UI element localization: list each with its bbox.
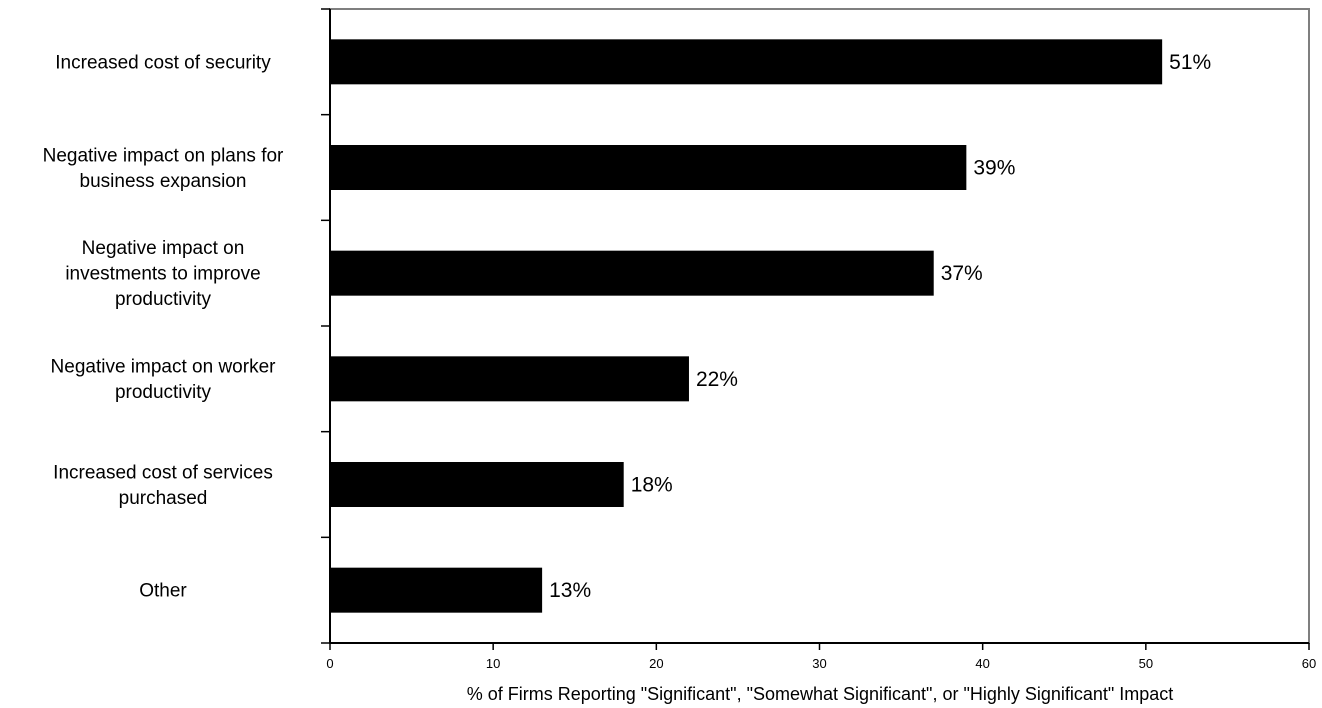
bar-value-label: 22%: [696, 368, 738, 391]
x-tick-label: 30: [812, 656, 826, 671]
bar-value-label: 18%: [631, 474, 673, 497]
y-axis-ticks: [321, 8, 330, 644]
bar-value-label: 39%: [973, 157, 1015, 180]
bars-layer: [330, 39, 1163, 613]
category-label: Increased cost of security: [55, 52, 271, 73]
x-axis-title: % of Firms Reporting "Significant", "Som…: [467, 684, 1174, 704]
bar: [330, 462, 624, 507]
category-labels: Increased cost of security Negative impac…: [43, 52, 284, 601]
x-tick-label: 20: [649, 656, 663, 671]
x-tick-label: 10: [486, 656, 500, 671]
category-label: Other: [139, 581, 187, 602]
value-labels: 51% 39% 37% 22% 18% 13%: [549, 51, 1211, 602]
bar: [330, 39, 1163, 85]
category-label: Negative impact on worker productivity: [51, 357, 277, 404]
x-tick-label: 0: [326, 656, 333, 671]
bar: [330, 567, 543, 613]
category-label: Negative impact on investments to improve…: [65, 238, 260, 310]
x-axis-ticks: 0 10 20 30 40 50 60: [326, 643, 1316, 671]
category-label: Increased cost of services purchased: [53, 462, 273, 509]
plot-frame: [329, 8, 1310, 644]
bar: [330, 250, 934, 296]
bar-value-label: 51%: [1169, 51, 1211, 74]
bar: [330, 145, 967, 190]
category-label: Negative impact on plans for business exp…: [43, 145, 284, 192]
bar-value-label: 13%: [549, 579, 591, 602]
bar: [330, 356, 689, 402]
x-tick-label: 60: [1302, 656, 1316, 671]
x-tick-label: 40: [975, 656, 989, 671]
bar-value-label: 37%: [941, 262, 983, 285]
x-tick-label: 50: [1139, 656, 1153, 671]
